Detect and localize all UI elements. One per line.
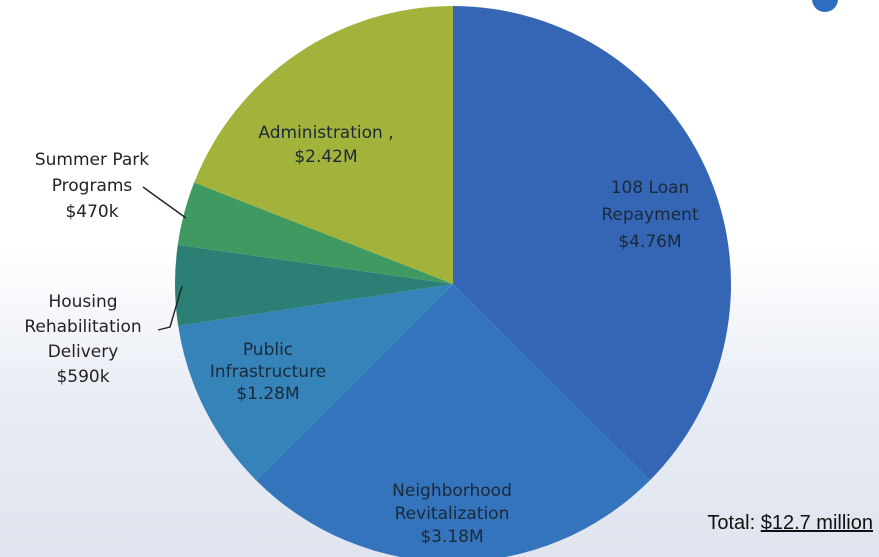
slice-label-line: Repayment (601, 205, 699, 225)
slice-label-line: Programs (52, 176, 133, 196)
slice-label-108-loan: 108 Loan Repayment $4.76M (601, 178, 699, 252)
slice-label-line: Infrastructure (210, 362, 326, 382)
slice-label-administration: Administration , $2.42M (258, 123, 393, 167)
total-label: Total: (707, 512, 756, 534)
pie-slice-108-loan (453, 6, 731, 481)
pie-slice-administration (194, 6, 454, 284)
slice-label-line: Administration , (258, 123, 393, 143)
pie-slice-public (178, 284, 453, 481)
pie-slice-summer-park (177, 182, 453, 284)
total-value: $12.7 million (760, 512, 873, 534)
slice-label-line: $470k (65, 202, 118, 222)
slice-label-line: 108 Loan (611, 178, 690, 198)
slice-label-line: Housing (48, 292, 117, 312)
slice-label-line: Rehabilitation (24, 317, 141, 337)
slice-label-line: Summer Park (35, 150, 149, 170)
leader-line-summer-park (142, 186, 187, 219)
slice-label-line: Delivery (48, 342, 119, 362)
slice-labels: 108 Loan Repayment $4.76M Neighborhood Revit… (24, 123, 699, 547)
slice-label-summer-park: Summer Park Programs $470k (35, 150, 149, 222)
slice-label-line: $2.42M (294, 147, 357, 167)
pie-slices (175, 6, 731, 557)
slice-label-public: Public Infrastructure $1.28M (210, 340, 326, 404)
slice-label-line: $3.18M (420, 527, 483, 547)
slice-label-line: $4.76M (618, 232, 681, 252)
pie-slice-neighborhood (256, 284, 650, 557)
leader-line-housing (157, 285, 183, 331)
slice-label-line: Neighborhood (392, 481, 512, 501)
total-annotation: Total: $12.7 million (707, 512, 873, 535)
slice-label-line: $1.28M (236, 384, 299, 404)
slice-label-line: Revitalization (395, 504, 510, 524)
pie-slice-housing (175, 244, 454, 326)
slice-label-line: Public (243, 340, 293, 360)
corner-decoration-dot (812, 0, 838, 12)
slice-label-line: $590k (56, 367, 109, 387)
leader-lines (142, 186, 187, 331)
slice-label-neighborhood: Neighborhood Revitalization $3.18M (392, 481, 512, 547)
slice-label-housing: Housing Rehabilitation Delivery $590k (24, 292, 141, 387)
